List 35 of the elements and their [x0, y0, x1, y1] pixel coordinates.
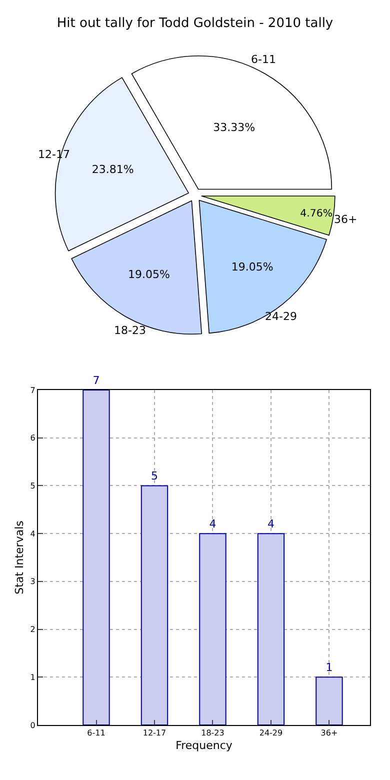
x-tick-label: 6-11	[87, 728, 106, 738]
y-tick-label: 5	[30, 482, 36, 491]
data-label: 23.81%	[92, 163, 134, 176]
data-label: 4	[267, 518, 274, 531]
bar	[316, 676, 343, 725]
data-label: 4.76%	[300, 208, 333, 220]
y-tick-label: 6	[30, 434, 36, 443]
y-tick-label: 3	[30, 577, 36, 586]
data-label: 33.33%	[213, 120, 256, 134]
x-tick-label: 18-23	[201, 728, 224, 738]
bar	[257, 533, 285, 725]
y-tick-label: 2	[30, 625, 36, 634]
y-tick-label: 1	[30, 672, 36, 682]
data-label: 5	[150, 470, 158, 483]
y-axis-title: Stat Intervals	[12, 520, 26, 594]
bar	[82, 390, 110, 725]
y-tick-label: 7	[30, 386, 36, 395]
data-label: 19.05%	[128, 268, 170, 282]
chart-title: Hit out tally for Todd Goldstein - 2010 tally	[56, 16, 334, 32]
y-tick-label: 0	[30, 720, 36, 730]
data-label: 7	[92, 374, 100, 387]
slice-label: 18-23	[114, 324, 146, 337]
x-tick-label: 24-29	[259, 728, 283, 738]
data-label: 19.05%	[231, 260, 274, 274]
bar	[199, 533, 226, 725]
y-tick-label: 4	[30, 529, 36, 538]
slice-label: 6-11	[251, 53, 276, 66]
slice-label: 24-29	[265, 310, 297, 323]
slice-label: 36+	[334, 213, 358, 226]
x-axis-title: Frequency	[176, 738, 233, 752]
x-tick-label: 12-17	[142, 728, 166, 738]
bar	[140, 485, 168, 725]
x-tick-label: 36+	[320, 728, 338, 738]
data-label: 4	[209, 518, 216, 531]
data-label: 1	[326, 661, 333, 674]
